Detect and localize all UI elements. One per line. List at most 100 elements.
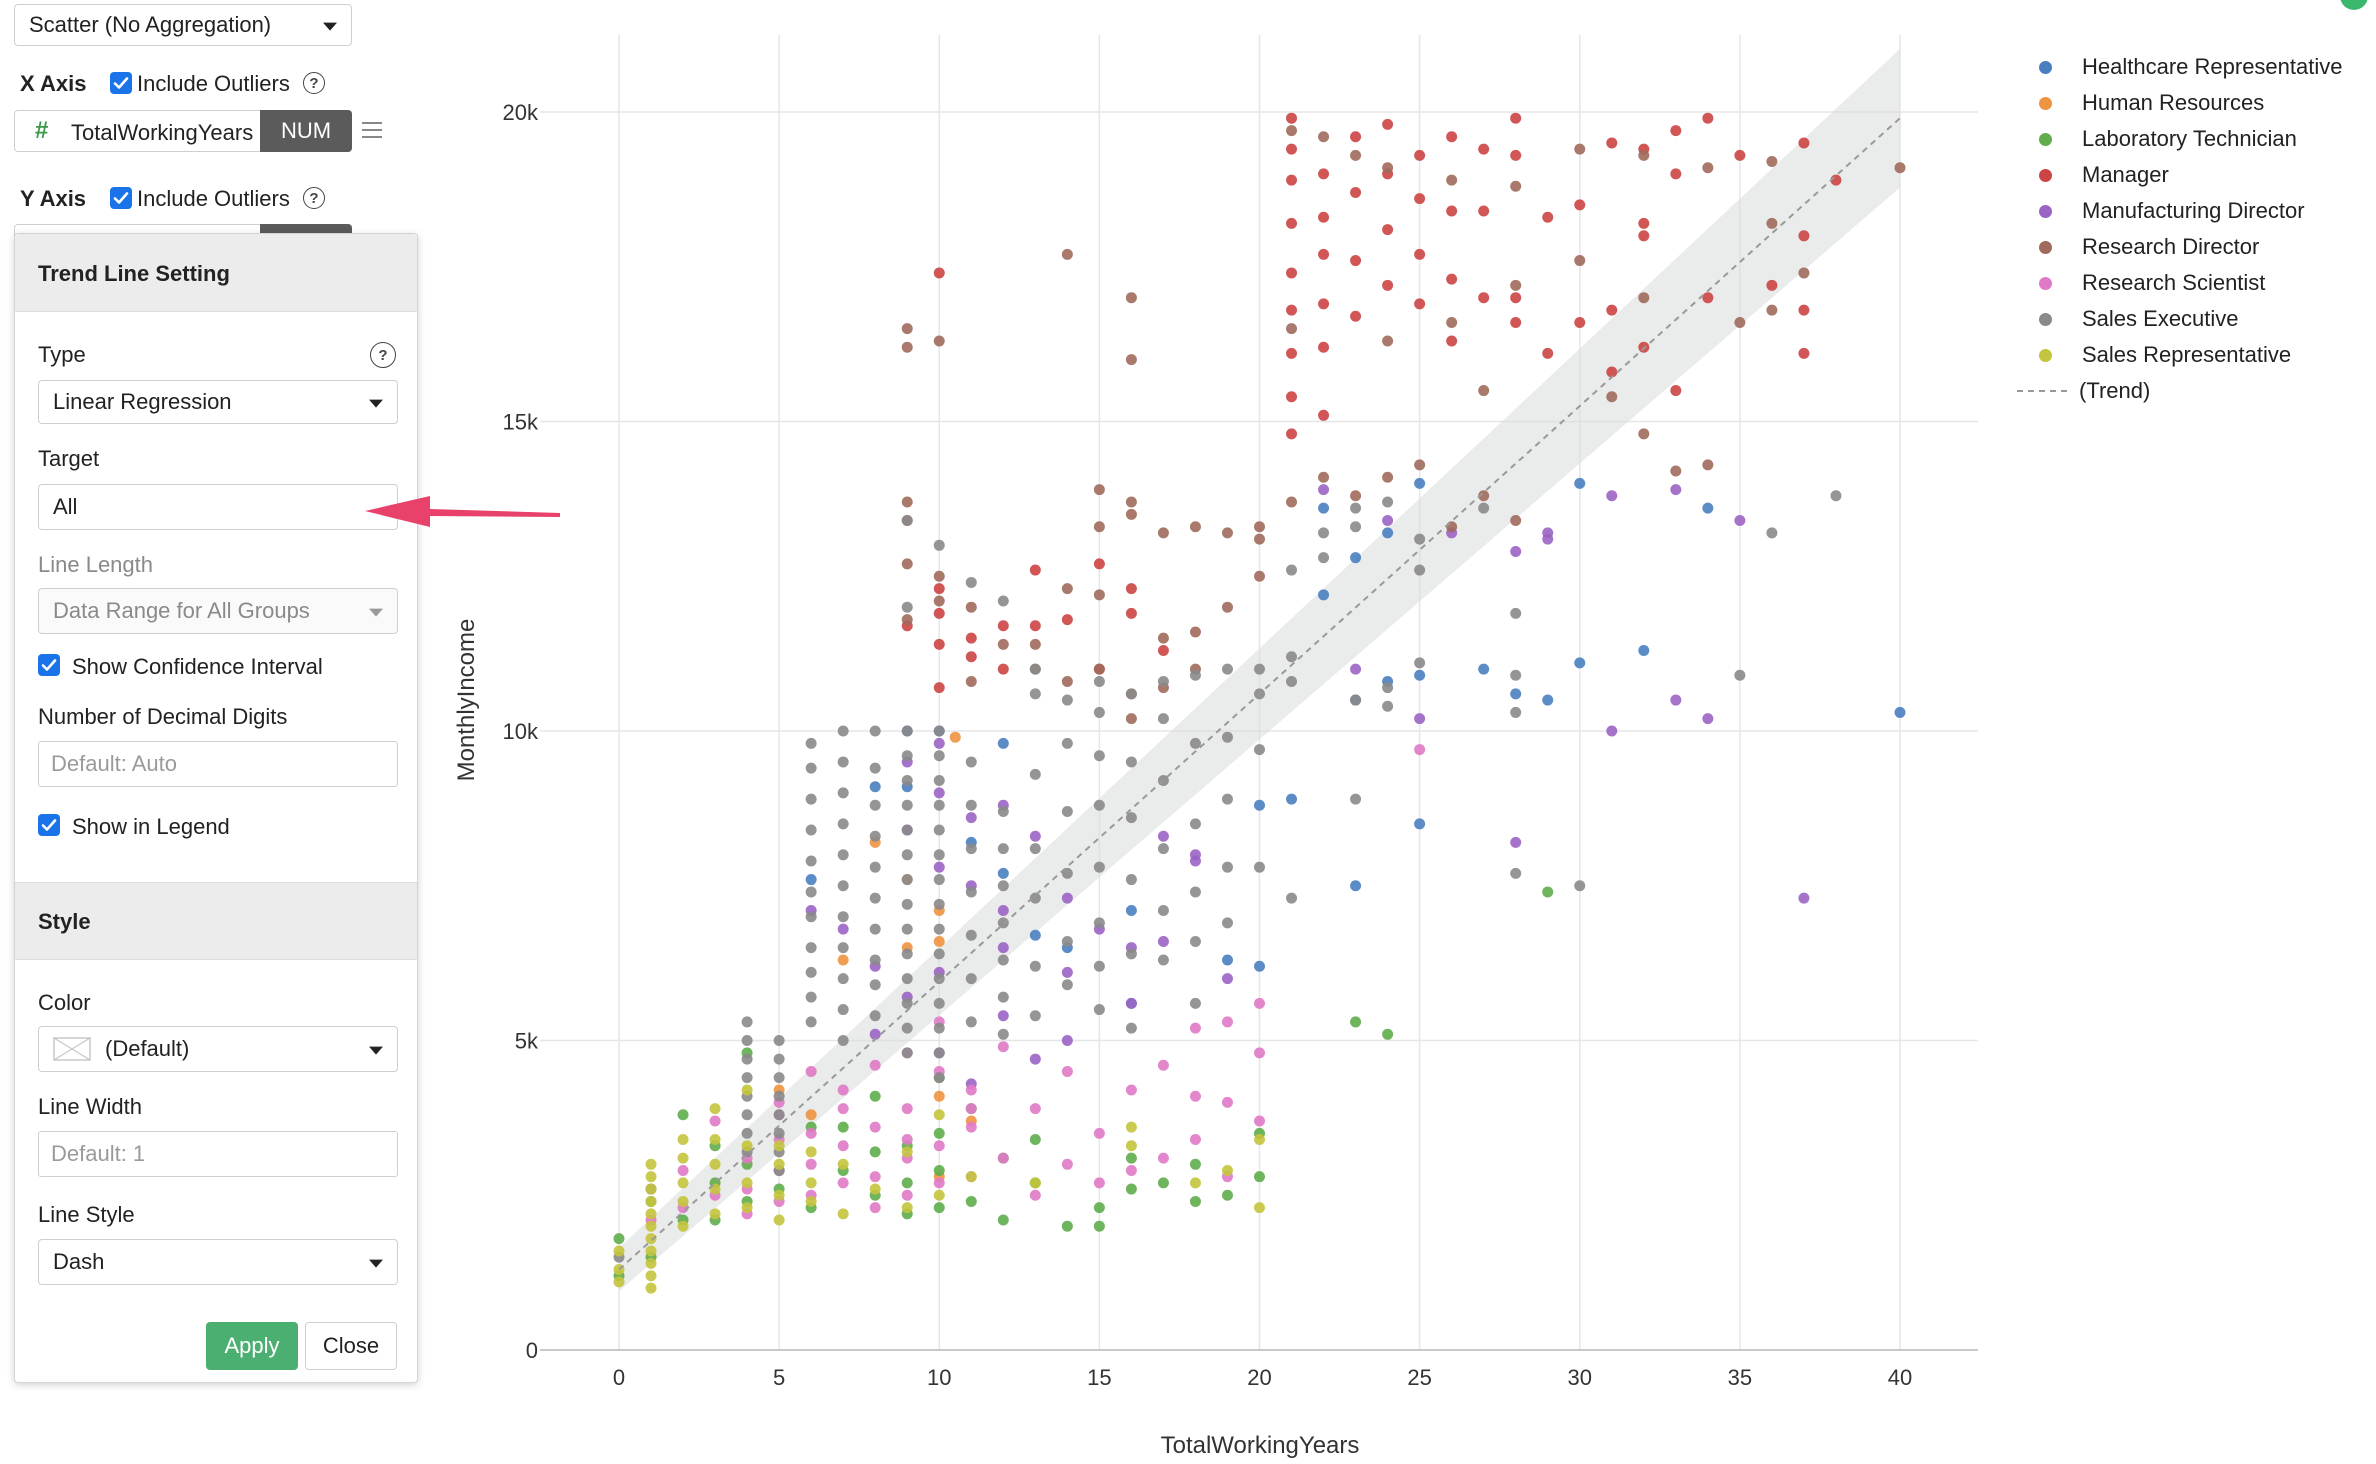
data-point	[677, 1195, 689, 1207]
legend-item[interactable]: Manager	[2020, 160, 2169, 190]
data-point	[1542, 886, 1554, 898]
data-point	[805, 737, 817, 749]
data-point	[773, 1035, 785, 1046]
data-point	[1125, 812, 1137, 824]
data-point	[965, 886, 977, 898]
target-select[interactable]: All	[38, 484, 398, 530]
data-point	[1125, 1164, 1137, 1176]
apply-button[interactable]: Apply	[206, 1322, 298, 1370]
data-point	[1286, 347, 1298, 359]
data-point	[1414, 149, 1426, 161]
data-point	[1894, 706, 1906, 718]
show-confidence-interval-checkbox[interactable]	[38, 654, 60, 676]
data-point	[965, 843, 977, 855]
data-point	[709, 1134, 721, 1146]
data-point	[645, 1270, 657, 1282]
legend-label: Healthcare Representative	[2082, 54, 2343, 79]
data-point	[1286, 174, 1298, 186]
data-point	[1157, 954, 1169, 966]
data-point	[1254, 1171, 1265, 1183]
decimal-digits-input[interactable]: Default: Auto	[38, 741, 398, 787]
data-point	[1189, 521, 1201, 533]
data-point	[933, 1177, 945, 1189]
legend-item[interactable]: Research Scientist	[2020, 268, 2265, 298]
data-point	[933, 607, 945, 619]
legend-item[interactable]: Manufacturing Director	[2020, 196, 2305, 226]
data-point	[997, 1041, 1009, 1053]
data-point	[1125, 948, 1137, 960]
legend-item[interactable]: Sales Representative	[2020, 340, 2291, 370]
data-point	[1157, 1152, 1169, 1164]
type-select[interactable]: Linear Regression	[38, 380, 398, 424]
data-point	[1382, 682, 1394, 694]
data-point	[1766, 279, 1778, 291]
data-point	[1286, 391, 1298, 403]
type-help-icon[interactable]: ?	[370, 342, 396, 368]
show-in-legend-checkbox[interactable]	[38, 814, 60, 836]
x-outliers-help-icon[interactable]: ?	[303, 72, 325, 94]
data-point	[773, 1158, 785, 1170]
data-point	[965, 1121, 977, 1133]
data-point	[1478, 292, 1490, 304]
data-point	[1382, 279, 1394, 291]
data-point	[1093, 675, 1105, 687]
chart-type-select[interactable]: Scatter (No Aggregation)	[14, 4, 352, 46]
data-point	[1446, 174, 1458, 186]
x-include-outliers-checkbox[interactable]	[110, 72, 132, 94]
hamburger-menu-icon[interactable]	[362, 122, 382, 138]
legend-item[interactable]: Research Director	[2020, 232, 2259, 262]
data-point	[997, 805, 1009, 817]
legend-item[interactable]: Laboratory Technician	[2020, 124, 2297, 154]
trend-line-setting-panel: Trend Line Setting Type ? Linear Regress…	[14, 233, 418, 1383]
data-point	[1350, 793, 1362, 805]
data-point	[773, 1053, 785, 1065]
x-field-type-badge[interactable]: NUM	[260, 109, 352, 152]
data-point	[1254, 799, 1265, 811]
annotation-arrow	[365, 496, 560, 527]
data-point	[1350, 502, 1362, 514]
legend-item[interactable]: Healthcare Representative	[2020, 52, 2342, 82]
data-point	[869, 1010, 881, 1022]
data-point	[1286, 267, 1298, 279]
data-point	[805, 855, 817, 867]
data-point	[837, 1004, 849, 1016]
data-point	[1254, 570, 1265, 582]
legend-marker-icon	[2039, 348, 2052, 362]
data-point	[1254, 1134, 1265, 1146]
y-outliers-help-icon[interactable]: ?	[303, 187, 325, 209]
data-point	[1221, 731, 1233, 743]
legend-item[interactable]: Sales Executive	[2020, 304, 2239, 334]
data-point	[1414, 533, 1426, 545]
y-include-outliers-checkbox[interactable]	[110, 187, 132, 209]
data-point	[997, 595, 1009, 607]
data-point	[901, 1134, 913, 1146]
data-point	[1061, 979, 1073, 991]
legend-item-trend[interactable]: (Trend)	[2017, 376, 2150, 406]
data-point	[1286, 112, 1298, 124]
data-point	[1510, 316, 1522, 328]
data-point	[677, 1164, 689, 1176]
data-point	[1061, 935, 1073, 947]
data-point	[933, 1022, 945, 1034]
data-point	[997, 663, 1009, 675]
data-point	[1093, 861, 1105, 873]
y-tick-label: 0	[526, 1338, 538, 1363]
data-point	[1350, 663, 1362, 675]
data-point	[709, 1115, 721, 1127]
data-point	[933, 997, 945, 1009]
color-select[interactable]: (Default)	[38, 1026, 398, 1072]
data-point	[1029, 688, 1041, 700]
x-field-pill[interactable]: # TotalWorkingYears NUM	[14, 109, 352, 152]
close-button[interactable]: Close	[305, 1322, 397, 1370]
data-point	[1125, 688, 1137, 700]
data-point	[1254, 1202, 1265, 1214]
data-point	[869, 1202, 881, 1214]
line-style-select[interactable]: Dash	[38, 1239, 398, 1285]
line-width-input[interactable]: Default: 1	[38, 1131, 398, 1177]
data-point	[1542, 533, 1554, 545]
data-point	[1189, 1195, 1201, 1207]
legend-item[interactable]: Human Resources	[2020, 88, 2264, 118]
data-point	[677, 1220, 689, 1232]
data-point	[1061, 892, 1073, 904]
data-point	[997, 1214, 1009, 1226]
